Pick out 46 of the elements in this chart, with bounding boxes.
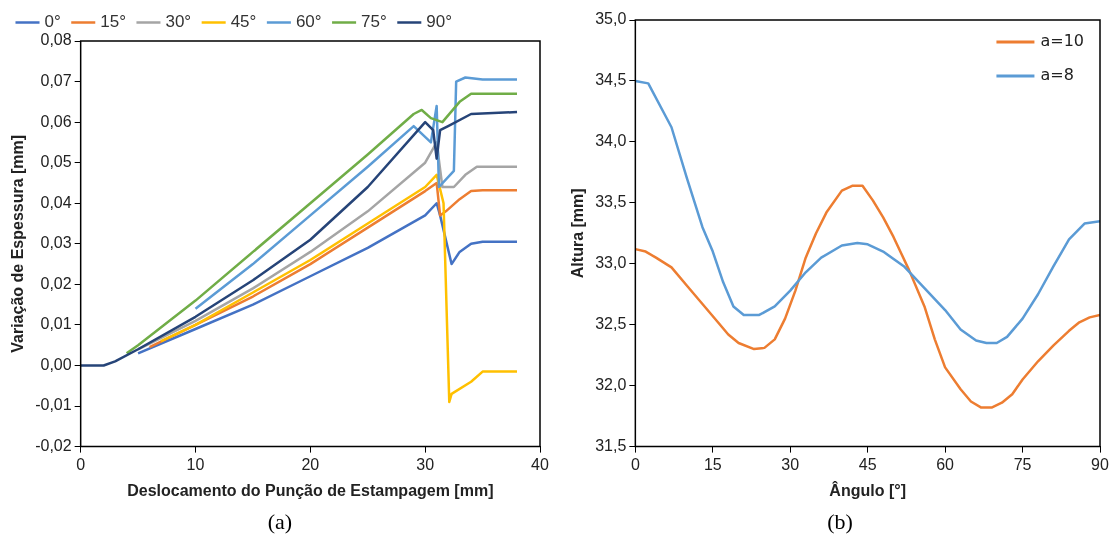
- y-axis-title: Variação de Espessura [mm]: [9, 134, 27, 353]
- x-axis-title: Deslocamento do Punção de Estampagem [mm]: [127, 481, 494, 499]
- legend-label: 30°: [165, 12, 192, 32]
- x-tick-label: 90: [1091, 455, 1109, 473]
- y-tick-label: -0,01: [35, 396, 72, 414]
- x-tick-label: 30: [416, 455, 435, 473]
- x-axis-title: Ângulo [°]: [829, 480, 906, 499]
- y-axis-title: Altura [mm]: [569, 188, 587, 279]
- text: (b): [826, 509, 854, 535]
- x-tick-label: 10: [186, 455, 205, 473]
- x-tick-label: 0: [76, 455, 86, 473]
- text: (a): [266, 509, 294, 535]
- y-tick-label: 0,06: [40, 112, 72, 130]
- y-tick-label: 0,07: [40, 71, 72, 89]
- legend-label: a=8: [1040, 65, 1074, 85]
- legend-label: 15°: [100, 12, 126, 32]
- legend-label: 90°: [426, 12, 453, 32]
- y-tick-label: 0,01: [40, 315, 72, 333]
- y-tick-label: 32,5: [595, 315, 627, 333]
- y-tick-label: 33,0: [595, 254, 627, 272]
- x-tick-label: 0: [630, 455, 640, 473]
- x-tick-label: 20: [301, 455, 320, 473]
- y-tick-label: 35,0: [595, 10, 627, 28]
- y-tick-label: 0,05: [40, 153, 72, 171]
- x-tick-label: 30: [781, 455, 800, 473]
- y-tick-label: 31,5: [595, 437, 627, 455]
- x-tick-label: 45: [858, 455, 877, 473]
- legend-label: 75°: [361, 12, 387, 32]
- x-tick-label: 75: [1013, 455, 1032, 473]
- y-tick-label: 0,00: [40, 355, 72, 373]
- y-tick-label: 34,5: [595, 71, 627, 89]
- legend-label: 45°: [230, 12, 257, 32]
- y-tick-label: 34,0: [595, 132, 627, 150]
- y-tick-label: 0,08: [40, 31, 72, 49]
- y-tick-label: -0,02: [35, 437, 72, 455]
- y-tick-label: 0,04: [40, 193, 72, 211]
- legend-label: a=10: [1040, 31, 1085, 51]
- x-tick-label: 40: [531, 455, 549, 473]
- y-tick-label: 0,03: [40, 234, 72, 252]
- legend-label: 60°: [295, 12, 322, 32]
- y-tick-label: 0,02: [40, 274, 72, 292]
- x-tick-label: 15: [703, 455, 722, 473]
- y-tick-label: 32,0: [595, 376, 627, 394]
- legend-label: 0°: [44, 12, 61, 32]
- y-tick-label: 33,5: [595, 193, 627, 211]
- x-tick-label: 60: [936, 455, 955, 473]
